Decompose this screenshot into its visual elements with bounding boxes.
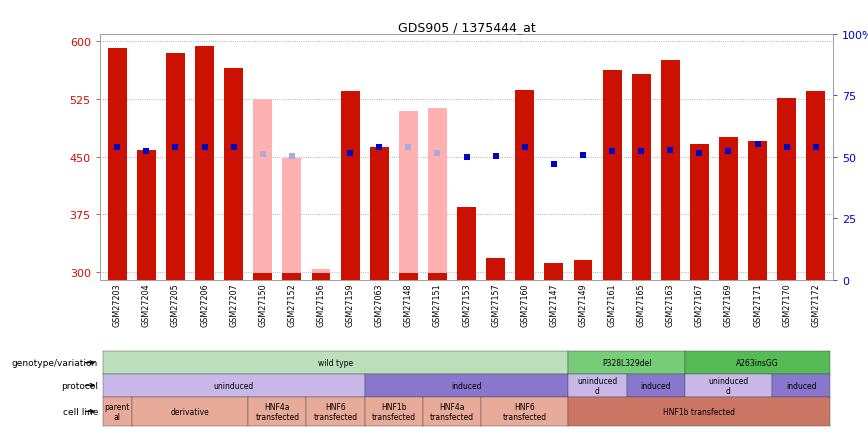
Text: A263insGG: A263insGG (736, 358, 779, 367)
Text: protocol: protocol (61, 381, 98, 390)
Bar (457, 207, 476, 280)
Bar (806, 92, 825, 280)
Bar (195, 47, 214, 280)
Bar (282, 159, 301, 280)
Bar (253, 274, 273, 280)
Bar (516, 91, 534, 280)
Text: parent
al: parent al (105, 402, 130, 421)
Text: HNF4a
transfected: HNF4a transfected (255, 402, 299, 421)
Text: induced: induced (786, 381, 817, 390)
Bar (166, 54, 185, 280)
Text: induced: induced (451, 381, 482, 390)
Text: uninduced: uninduced (214, 381, 253, 390)
Text: genotype/variation: genotype/variation (12, 358, 98, 367)
Bar (137, 151, 156, 280)
Bar (312, 274, 331, 280)
Bar (428, 109, 447, 280)
Bar (340, 92, 359, 280)
Bar (544, 263, 563, 280)
Text: derivative: derivative (171, 407, 209, 416)
Bar (486, 259, 505, 280)
Bar (632, 75, 651, 280)
Bar (253, 100, 273, 280)
Text: uninduced
d: uninduced d (708, 376, 748, 395)
Text: HNF6
transfected: HNF6 transfected (503, 402, 547, 421)
Text: induced: induced (641, 381, 671, 390)
Bar (574, 260, 593, 280)
Bar (719, 138, 738, 280)
Text: HNF6
transfected: HNF6 transfected (313, 402, 358, 421)
Bar (370, 148, 389, 280)
Bar (661, 61, 680, 280)
Bar (399, 112, 418, 280)
Text: HNF4a
transfected: HNF4a transfected (430, 402, 474, 421)
Bar (108, 49, 127, 280)
Text: uninduced
d: uninduced d (577, 376, 618, 395)
Bar (224, 69, 243, 280)
Bar (428, 274, 447, 280)
Text: cell line: cell line (62, 407, 98, 416)
Title: GDS905 / 1375444_at: GDS905 / 1375444_at (398, 20, 536, 33)
Bar (312, 269, 331, 280)
Text: wild type: wild type (318, 358, 353, 367)
Bar (748, 141, 767, 280)
Text: HNF1b
transfected: HNF1b transfected (372, 402, 416, 421)
Bar (282, 274, 301, 280)
Bar (602, 71, 621, 280)
Bar (399, 274, 418, 280)
Text: HNF1b transfected: HNF1b transfected (663, 407, 735, 416)
Bar (690, 145, 709, 280)
Bar (777, 99, 796, 280)
Text: P328L329del: P328L329del (602, 358, 651, 367)
